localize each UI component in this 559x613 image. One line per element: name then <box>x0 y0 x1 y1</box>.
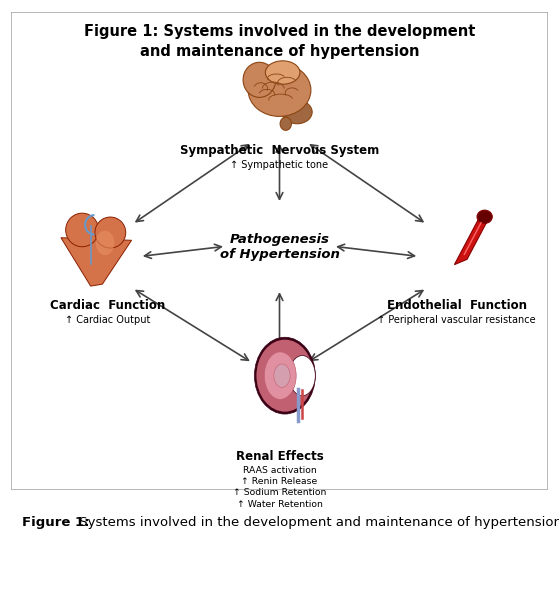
Text: RAAS activation
↑ Renin Release
↑ Sodium Retention
↑ Water Retention: RAAS activation ↑ Renin Release ↑ Sodium… <box>233 465 326 509</box>
Ellipse shape <box>282 101 312 124</box>
Ellipse shape <box>256 339 314 412</box>
Ellipse shape <box>266 61 300 84</box>
Ellipse shape <box>254 337 315 414</box>
Ellipse shape <box>477 210 492 223</box>
FancyBboxPatch shape <box>11 12 548 490</box>
Text: Pathogenesis
of Hypertension: Pathogenesis of Hypertension <box>220 232 339 261</box>
Ellipse shape <box>95 217 126 248</box>
Ellipse shape <box>248 64 311 116</box>
Ellipse shape <box>280 117 291 131</box>
Text: Cardiac  Function: Cardiac Function <box>50 299 165 312</box>
Text: ↑ Peripheral vascular resistance: ↑ Peripheral vascular resistance <box>377 316 536 326</box>
Text: Sympathetic  Nervous System: Sympathetic Nervous System <box>180 143 379 157</box>
Ellipse shape <box>96 230 114 255</box>
Ellipse shape <box>66 213 98 247</box>
Text: ↑ Cardiac Output: ↑ Cardiac Output <box>65 316 150 326</box>
Text: Endothelial  Function: Endothelial Function <box>387 299 527 312</box>
Polygon shape <box>61 238 131 286</box>
Ellipse shape <box>274 364 290 387</box>
Text: Figure 1:: Figure 1: <box>22 516 89 530</box>
Text: ↑ Sympathetic tone: ↑ Sympathetic tone <box>230 160 329 170</box>
Text: Systems involved in the development and maintenance of hypertension: Systems involved in the development and … <box>74 516 559 530</box>
Ellipse shape <box>289 356 315 396</box>
Polygon shape <box>454 214 491 265</box>
Text: Renal Effects: Renal Effects <box>236 450 323 463</box>
Ellipse shape <box>264 352 296 400</box>
Text: Figure 1: Systems involved in the development
and maintenance of hypertension: Figure 1: Systems involved in the develo… <box>84 25 475 59</box>
Ellipse shape <box>243 63 276 97</box>
